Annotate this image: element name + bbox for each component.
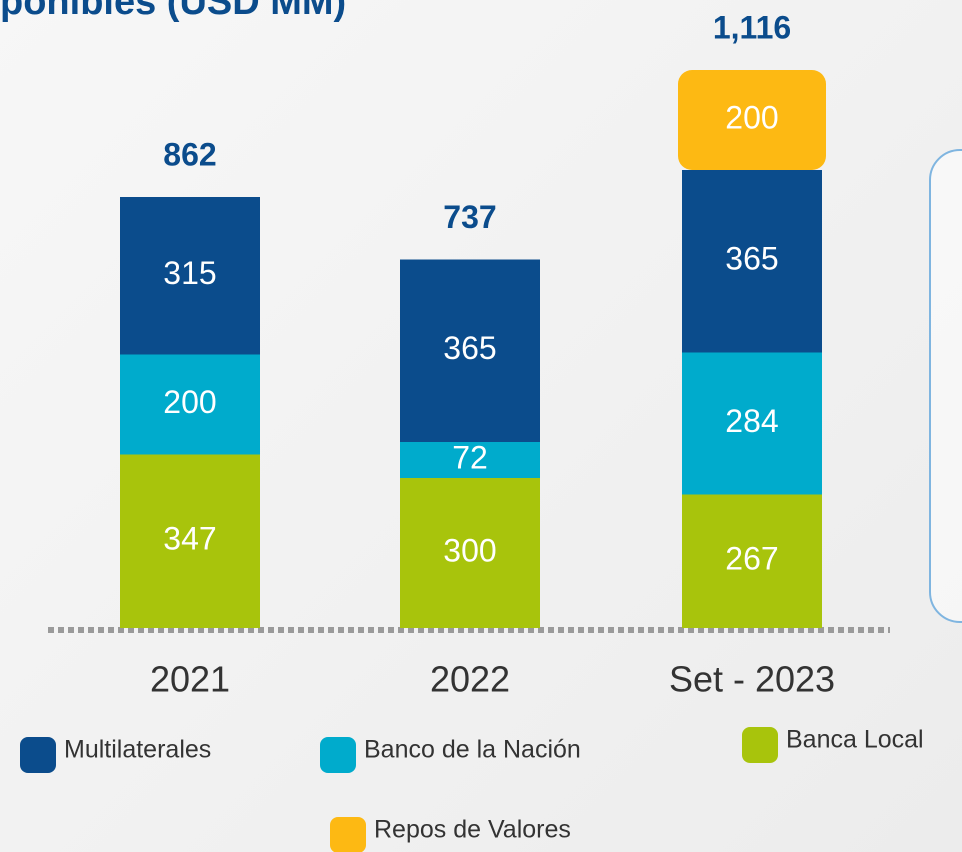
legend-label: Repos de Valores xyxy=(374,816,571,844)
bar-segment xyxy=(682,494,822,628)
total-label: 1,116 xyxy=(713,9,791,45)
bar-segment xyxy=(682,170,822,353)
bar-segment xyxy=(400,259,540,442)
segment-label: 267 xyxy=(725,541,778,577)
segment-label: 200 xyxy=(725,99,778,135)
segment-label: 365 xyxy=(725,241,778,277)
legend-label: Multilaterales xyxy=(64,736,211,764)
segment-label: 347 xyxy=(163,521,216,557)
legend-label: Banca Local xyxy=(786,726,924,754)
bar-segment xyxy=(120,197,260,355)
segment-label: 72 xyxy=(452,439,488,475)
segment-label: 365 xyxy=(443,330,496,366)
segment-label: 300 xyxy=(443,532,496,568)
legend-swatch xyxy=(742,727,778,763)
segment-label: 200 xyxy=(163,384,216,420)
legend-swatch xyxy=(320,737,356,773)
bar-segment xyxy=(120,454,260,628)
bar-segment xyxy=(120,354,260,455)
side-box xyxy=(929,149,962,623)
total-label: 862 xyxy=(163,136,216,172)
legend-label: Banco de la Nación xyxy=(364,736,581,764)
bar-segment xyxy=(400,478,540,628)
segment-label: 315 xyxy=(163,255,216,291)
x-tick-label: 2021 xyxy=(150,659,230,700)
segment-label: 284 xyxy=(725,403,778,439)
total-label: 737 xyxy=(443,199,496,235)
x-tick-label: Set - 2023 xyxy=(669,659,835,700)
legend-swatch xyxy=(20,737,56,773)
x-tick-label: 2022 xyxy=(430,659,510,700)
chart-title: ponibles (USD MM) xyxy=(0,0,346,23)
bar-segment xyxy=(678,70,826,170)
bar-segment xyxy=(400,442,540,478)
legend-swatch xyxy=(330,817,366,852)
bar-segment xyxy=(682,352,822,495)
